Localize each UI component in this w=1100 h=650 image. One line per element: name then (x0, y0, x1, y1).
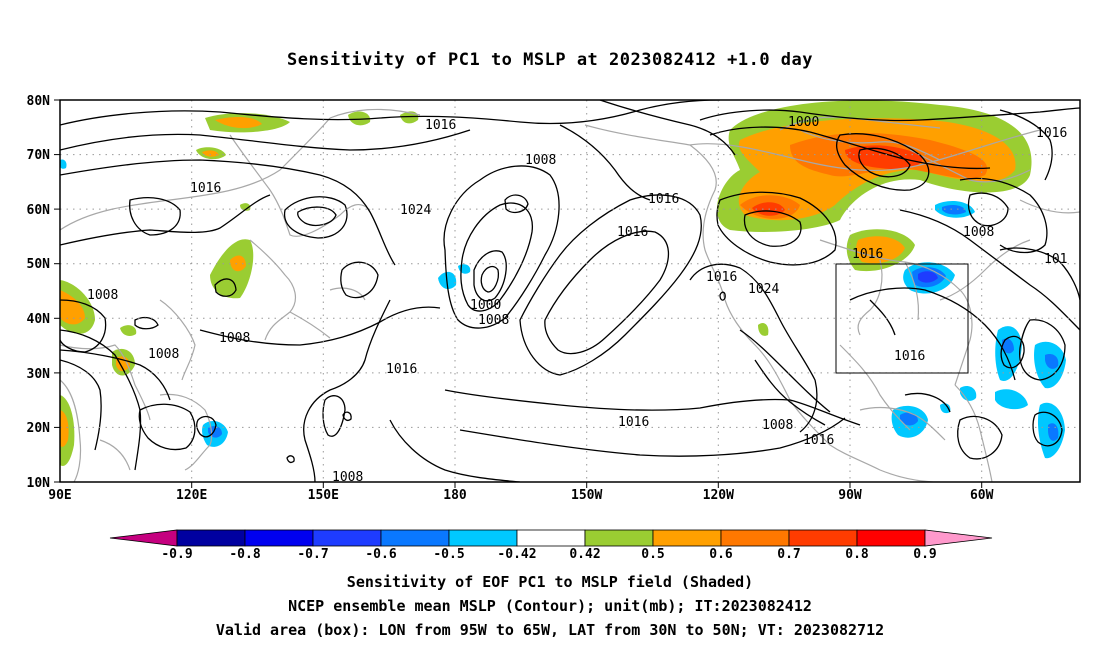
contour-label: 1016 (852, 247, 883, 262)
colorbar-tick-label: 0.5 (641, 547, 664, 562)
contour-label: 1016 (894, 349, 925, 364)
colorbar-swatch (312, 529, 382, 547)
contour-label: 1008 (87, 288, 118, 303)
colorbar-tick-label: 0.9 (913, 547, 936, 562)
lon-label: 90E (48, 488, 71, 503)
lon-label: 150E (308, 488, 339, 503)
lon-label: 120W (703, 488, 734, 503)
lat-label: 40N (27, 312, 51, 327)
coastlines (60, 108, 1080, 482)
contour-label: 1008 (219, 331, 250, 346)
contour-label: 1016 (386, 362, 417, 377)
lat-label: 30N (27, 367, 51, 382)
contour-label: 1008 (148, 347, 179, 362)
contour-label: 1008 (525, 153, 556, 168)
contour-labels: 1016 1000 1016 1008 1016 1016 1024 1016 … (87, 115, 1067, 448)
lon-label: 120E (176, 488, 207, 503)
contour-label: 1016 (618, 415, 649, 430)
longitude-labels: 90E 120E 150E 180 150W 120W 90W 60W (48, 488, 993, 503)
colorbar-tick-label: -0.5 (433, 547, 464, 562)
plot-frame (59, 99, 1081, 483)
colorbar-min-arrow (109, 529, 178, 547)
colorbar-tick-label: -0.8 (229, 547, 260, 562)
negative-sensitivity-shading (60, 159, 1066, 459)
lat-label: 50N (27, 257, 51, 272)
lon-label: 180 (443, 488, 467, 503)
contour-label: 1008 (762, 418, 793, 433)
colorbar-tick-label: 0.7 (777, 547, 800, 562)
contour-label: 1016 (617, 225, 648, 240)
contour-label: 1000 (788, 115, 819, 130)
footer-line-3: Valid area (box): LON from 95W to 65W, L… (215, 621, 885, 639)
colorbar-labels: -0.9 -0.8 -0.7 -0.6 -0.5 -0.42 0.42 0.5 … (161, 547, 936, 562)
colorbar-tick-label: -0.9 (161, 547, 192, 562)
plot-ticks (54, 99, 983, 488)
contour-label: 1024 (748, 282, 779, 297)
contour-label: 1016 (1036, 126, 1067, 141)
contour-label: 1016 (706, 270, 737, 285)
colorbar-swatch (720, 529, 790, 547)
contour-label: 1016 (803, 433, 834, 448)
colorbar-tick-label: 0.42 (569, 547, 600, 562)
graticule (60, 100, 1080, 482)
page-title: Sensitivity of PC1 to MSLP at 2023082412… (286, 50, 813, 70)
colorbar-swatch (788, 529, 858, 547)
colorbar-swatch (584, 529, 654, 547)
latitude-labels: 80N 70N 60N 50N 40N 30N 20N 10N (27, 94, 51, 491)
colorbar-tick-label: 0.8 (845, 547, 869, 562)
colorbar-swatch (176, 529, 246, 547)
colorbar-swatch (652, 529, 722, 547)
lat-label: 70N (27, 148, 51, 163)
lat-label: 10N (27, 476, 51, 491)
contour-label: 1024 (400, 203, 431, 218)
colorbar-tick-label: 0.6 (709, 547, 733, 562)
colorbar (109, 529, 993, 547)
colorbar-swatch (516, 529, 586, 547)
colorbar-swatch (448, 529, 518, 547)
lat-label: 20N (27, 421, 51, 436)
contour-label: 1008 (963, 225, 994, 240)
footer-line-2: NCEP ensemble mean MSLP (Contour); unit(… (288, 597, 812, 615)
colorbar-swatch (380, 529, 450, 547)
contour-label: 101 (1044, 252, 1067, 267)
contour-label: 1000 (470, 298, 501, 313)
lat-label: 60N (27, 203, 51, 218)
colorbar-swatch (244, 529, 314, 547)
contour-label: 1016 (190, 181, 221, 196)
colorbar-tick-label: -0.7 (297, 547, 328, 562)
contour-label: 1008 (478, 313, 509, 328)
lat-label: 80N (27, 94, 51, 109)
colorbar-tick-label: -0.6 (365, 547, 396, 562)
contour-label: 1016 (648, 192, 679, 207)
valid-area-box (835, 263, 969, 374)
lon-label: 90W (838, 488, 862, 503)
colorbar-max-arrow (924, 529, 993, 547)
colorbar-tick-label: -0.42 (497, 547, 536, 562)
mslp-contours (60, 100, 1080, 482)
lon-label: 150W (571, 488, 602, 503)
footer-line-1: Sensitivity of EOF PC1 to MSLP field (Sh… (346, 573, 754, 591)
lon-label: 60W (970, 488, 994, 503)
colorbar-swatch (856, 529, 926, 547)
contour-label: 1016 (425, 118, 456, 133)
